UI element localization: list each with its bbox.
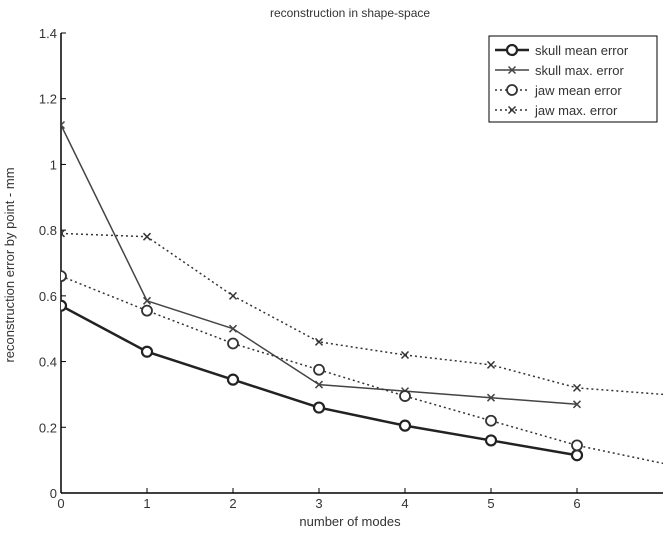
series-2-point [486,393,496,402]
series-2 [61,120,582,409]
series-4-point [61,229,66,238]
y-tick-label: 0.2 [39,420,57,435]
series-4-point-stroke-b [61,229,66,235]
series-3-point [61,270,67,283]
series-1 [61,299,584,462]
series-2-point-stroke-b [228,324,238,333]
plot-area: 0 0.2 0.4 0.6 0.8 1 1.2 1.4 0 1 2 3 4 5 6 [39,26,663,511]
series-1-point [312,401,326,414]
y-tick-label: 1 [50,157,57,172]
series-3-point [399,390,411,402]
series-4-point-stroke-b [486,360,496,369]
series-4-line [61,232,663,396]
series-1-point [570,449,584,462]
series-4-point-stroke-b [400,350,410,360]
x-tick-label: 2 [229,496,236,511]
y-tick-label: 1.4 [39,26,57,41]
legend-label: jaw mean error [534,83,622,98]
chart-title: reconstruction in shape-space [270,6,430,20]
series-4-point [142,232,152,241]
series-4-point [486,360,496,369]
series-1-point [61,299,68,312]
x-tick-label: 4 [401,496,408,511]
series-4-point-stroke-b [572,383,582,392]
y-tick-label: 0.6 [39,289,57,304]
series-2-point-stroke-a [61,123,66,130]
series-4-point [314,337,324,346]
legend-swatch-marker-stroke-b [507,65,517,75]
series-4-point [572,383,582,392]
x-tick-label: 0 [57,496,64,511]
y-tick-label: 0.4 [39,355,57,370]
series-4-point-stroke-a [61,232,66,238]
series-2-point [228,324,238,333]
y-tick-label: 1.2 [39,92,57,107]
y-tick-label: 0 [50,486,57,501]
legend-swatch-marker [505,43,519,57]
series-2-point-stroke-b [314,380,324,389]
series-4-point-stroke-b [228,291,238,300]
series-2-point-stroke-b [572,400,582,409]
legend-label: jaw max. error [534,103,618,118]
series-2-point-stroke-b [486,393,496,402]
x-tick-label: 1 [143,496,150,511]
x-tick-label: 3 [315,496,322,511]
legend-label: skull max. error [535,63,625,78]
legend-label: skull mean error [535,43,629,58]
series-2-point [142,296,152,305]
series-1-point [484,434,498,447]
series-1-point [398,419,412,432]
y-axis-label: reconstruction error by point - mm [2,167,17,362]
series-2-point-stroke-b [61,120,66,127]
x-axis-label: number of modes [299,514,401,529]
series-2-point [314,380,324,389]
series-3-point [313,363,325,376]
series-3-point [227,337,239,350]
series-2-point [61,120,66,130]
series-4-point-stroke-b [142,232,152,241]
y-tick-label: 0.8 [39,223,57,238]
x-tick-label: 5 [487,496,494,511]
series-3-point [141,304,153,317]
series-2-point [572,400,582,409]
series-1-point [226,373,240,386]
series-4 [61,229,663,396]
legend-swatch-marker [507,65,517,75]
series-4-point [400,350,410,360]
series-4-point [228,291,238,300]
legend-swatch-marker-stroke-b [507,105,517,115]
legend-swatch-marker [507,105,517,115]
series-2-point-stroke-b [142,296,152,305]
x-tick-label: 6 [573,496,580,511]
series-3-point [571,439,583,452]
legend-swatch-marker [506,84,518,96]
series-4-point-stroke-b [314,337,324,346]
series-3-point [485,414,497,427]
series-3 [61,270,663,465]
legend: skull mean error skull max. error jaw mean… [488,35,658,123]
series-1-point [140,345,154,358]
